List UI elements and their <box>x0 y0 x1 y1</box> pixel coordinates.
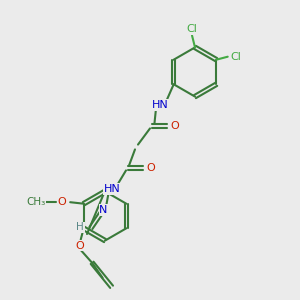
Text: H: H <box>76 222 84 233</box>
Text: O: O <box>146 163 155 173</box>
Text: O: O <box>170 121 179 131</box>
Text: HN: HN <box>152 100 169 110</box>
Text: HN: HN <box>104 184 121 194</box>
Text: CH₃: CH₃ <box>26 197 45 207</box>
Text: Cl: Cl <box>187 24 197 34</box>
Text: O: O <box>58 197 67 207</box>
Text: Cl: Cl <box>230 52 241 62</box>
Text: O: O <box>76 241 85 251</box>
Text: N: N <box>99 205 108 215</box>
